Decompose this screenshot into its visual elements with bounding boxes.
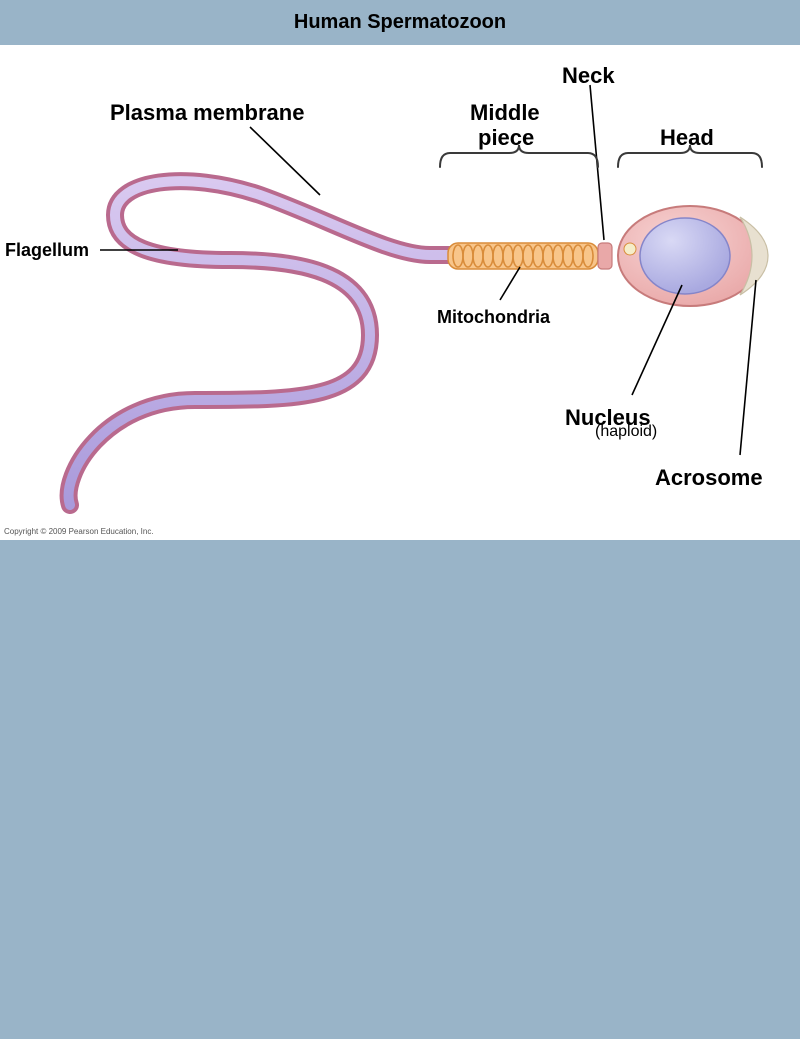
label-plasma-membrane: Plasma membrane bbox=[110, 100, 304, 126]
copyright-text: Copyright © 2009 Pearson Education, Inc. bbox=[4, 527, 154, 536]
label-middle-piece-2: piece bbox=[478, 125, 534, 151]
label-nucleus-sub: (haploid) bbox=[595, 423, 657, 441]
page-title: Human Spermatozoon bbox=[294, 11, 506, 34]
label-middle-piece-1: Middle bbox=[470, 100, 540, 126]
header-band: Human Spermatozoon bbox=[0, 0, 800, 45]
label-mitochondria: Mitochondria bbox=[437, 307, 550, 328]
label-head: Head bbox=[660, 125, 714, 151]
label-neck: Neck bbox=[562, 63, 615, 89]
label-flagellum: Flagellum bbox=[5, 240, 89, 261]
footer-band bbox=[0, 540, 800, 1039]
diagram-area: Plasma membrane Neck Middle piece Head F… bbox=[0, 45, 800, 540]
label-acrosome: Acrosome bbox=[655, 465, 763, 491]
